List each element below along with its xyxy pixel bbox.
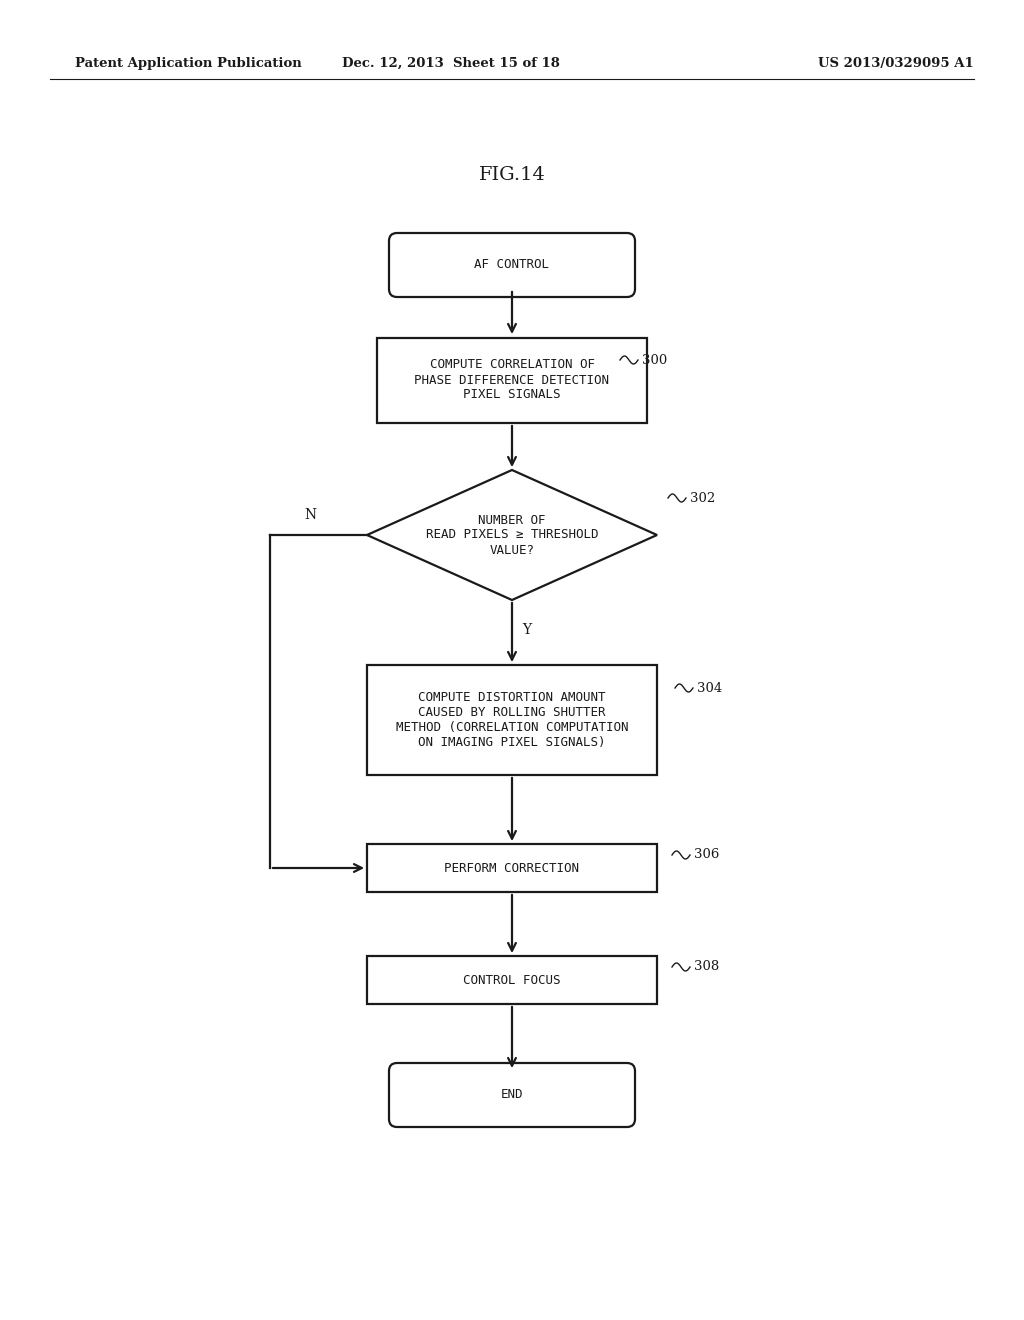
Text: Patent Application Publication: Patent Application Publication: [75, 57, 302, 70]
Text: Dec. 12, 2013  Sheet 15 of 18: Dec. 12, 2013 Sheet 15 of 18: [342, 57, 559, 70]
Text: N: N: [304, 508, 316, 521]
Text: END: END: [501, 1089, 523, 1101]
Text: NUMBER OF
READ PIXELS ≥ THRESHOLD
VALUE?: NUMBER OF READ PIXELS ≥ THRESHOLD VALUE?: [426, 513, 598, 557]
Bar: [367, 956, 657, 1005]
Text: Y: Y: [522, 623, 531, 638]
Bar: [367, 665, 657, 775]
Text: 308: 308: [694, 961, 719, 974]
Text: AF CONTROL: AF CONTROL: [474, 259, 550, 272]
Text: 302: 302: [690, 491, 715, 504]
Text: COMPUTE CORRELATION OF
PHASE DIFFERENCE DETECTION
PIXEL SIGNALS: COMPUTE CORRELATION OF PHASE DIFFERENCE …: [415, 359, 609, 401]
Polygon shape: [367, 470, 657, 601]
FancyBboxPatch shape: [389, 1063, 635, 1127]
Text: 300: 300: [642, 354, 668, 367]
Text: CONTROL FOCUS: CONTROL FOCUS: [463, 974, 561, 986]
Bar: [367, 843, 657, 892]
Text: US 2013/0329095 A1: US 2013/0329095 A1: [818, 57, 974, 70]
Text: 304: 304: [697, 681, 722, 694]
FancyBboxPatch shape: [389, 234, 635, 297]
Text: FIG.14: FIG.14: [478, 166, 546, 183]
Bar: [377, 338, 647, 422]
Text: 306: 306: [694, 849, 720, 862]
Text: COMPUTE DISTORTION AMOUNT
CAUSED BY ROLLING SHUTTER
METHOD (CORRELATION COMPUTAT: COMPUTE DISTORTION AMOUNT CAUSED BY ROLL…: [395, 690, 629, 748]
Text: PERFORM CORRECTION: PERFORM CORRECTION: [444, 862, 580, 874]
